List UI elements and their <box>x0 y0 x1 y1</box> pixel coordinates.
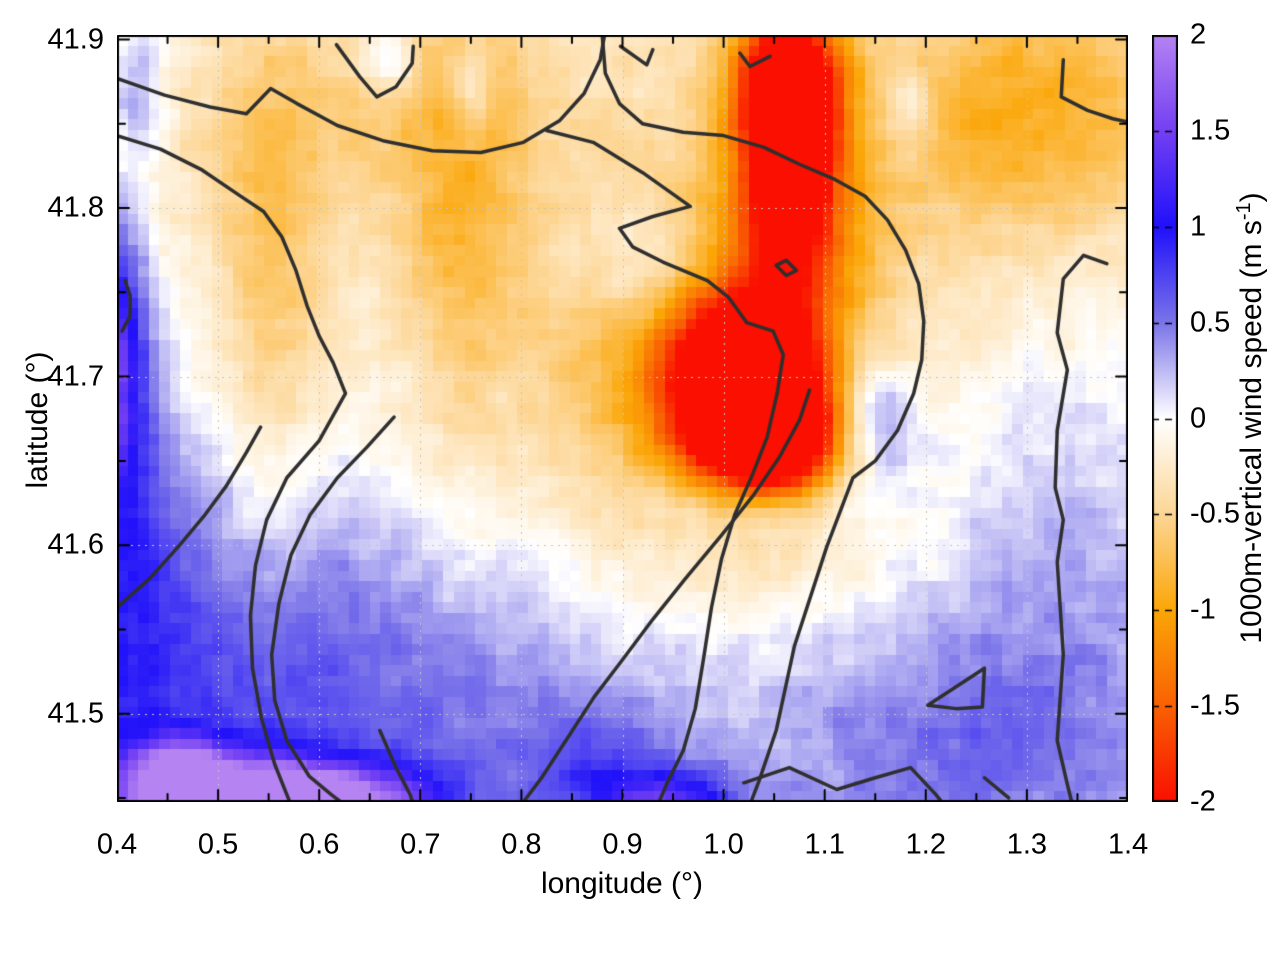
colorbar-tick-label: -1 <box>1190 593 1216 626</box>
x-tick-label: 0.6 <box>299 828 340 861</box>
x-tick-label: 1.2 <box>905 828 946 861</box>
colorbar-tick-label: 0 <box>1190 402 1207 434</box>
colorbar-label-superscript: -1 <box>1233 202 1255 221</box>
heatmap-plot-area <box>117 35 1128 802</box>
y-axis-label: latitude (°) <box>21 351 54 489</box>
x-tick-label: 0.9 <box>602 828 643 861</box>
colorbar-tick-label: 1.5 <box>1190 114 1231 147</box>
colorbar-tick-label: 2 <box>1190 18 1207 51</box>
x-tick-label: 0.4 <box>96 828 138 861</box>
x-tick-label: 1.4 <box>1107 828 1149 861</box>
colorbar-gradient <box>1152 35 1178 802</box>
x-tick-label: 0.7 <box>400 828 441 861</box>
colorbar-tick-label: -0.5 <box>1190 497 1240 530</box>
x-tick-label: 1.1 <box>804 828 845 861</box>
y-tick-label: 41.8 <box>47 191 104 224</box>
x-tick-label: 1.0 <box>703 828 744 861</box>
x-axis-label: longitude (°) <box>540 867 704 900</box>
y-tick-label: 41.7 <box>47 360 104 393</box>
y-tick-label: 41.9 <box>47 23 104 56</box>
y-tick-label: 41.6 <box>47 528 104 561</box>
colorbar-tick-label: -1.5 <box>1190 689 1240 722</box>
colorbar-tick-label: -2 <box>1190 785 1216 818</box>
colorbar-tick-label: 1 <box>1190 210 1207 243</box>
x-tick-label: 0.5 <box>197 828 239 861</box>
y-tick-label: 41.5 <box>47 697 104 730</box>
colorbar-label-prefix: 1000m-vertical wind speed (m s <box>1235 220 1268 644</box>
x-tick-label: 1.3 <box>1006 828 1048 861</box>
colorbar-axis-label: 1000m-vertical wind speed (m s-1) <box>1233 192 1269 643</box>
x-tick-label: 0.8 <box>501 828 542 861</box>
colorbar-label-suffix: ) <box>1235 192 1268 203</box>
colorbar-tick-label: 0.5 <box>1190 306 1231 339</box>
